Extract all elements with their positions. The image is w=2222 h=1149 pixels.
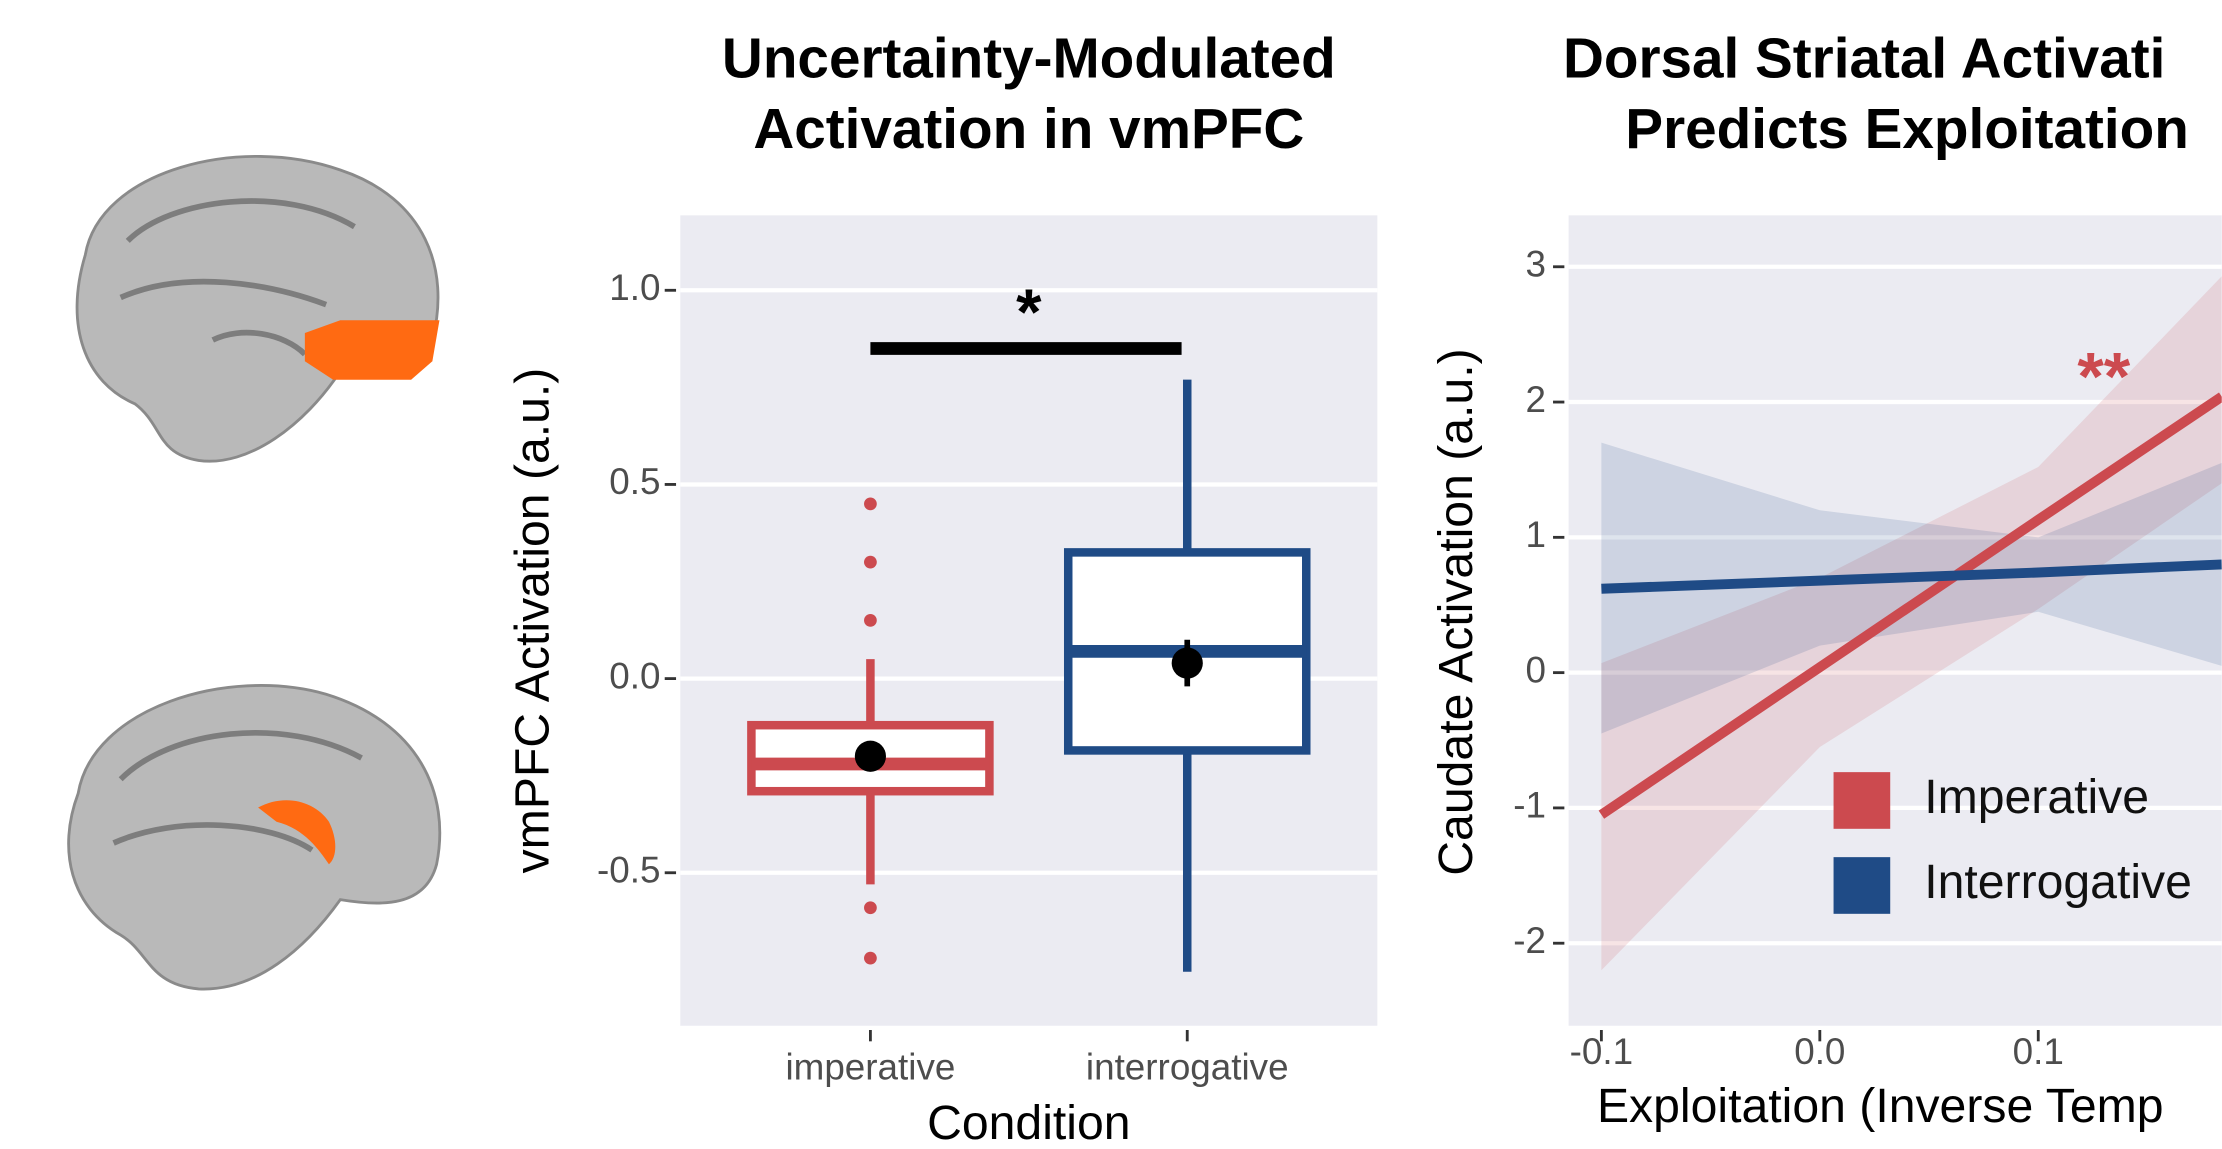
y-tick-label: 0 <box>1525 649 1545 690</box>
y-tick-label: 1.0 <box>609 267 660 308</box>
x-tick-label: imperative <box>785 1046 955 1087</box>
outlier <box>864 556 877 569</box>
y-tick-label: -1 <box>1513 785 1546 826</box>
chart-title: Dorsal Striatal Activati <box>1563 27 2165 90</box>
mean-point <box>855 741 886 772</box>
x-axis-label: Condition <box>927 1096 1130 1149</box>
outlier <box>864 497 877 510</box>
significance-label: * <box>1016 276 1042 349</box>
x-axis-label: Exploitation (Inverse Temp <box>1597 1079 2164 1133</box>
annotation: ** <box>2077 339 2130 415</box>
y-tick-label: -2 <box>1513 920 1546 961</box>
legend-label: Interrogative <box>1924 855 2192 909</box>
page: Uncertainty-Modulated Activation in vmPF… <box>0 0 2222 1149</box>
x-tick-label: 0.0 <box>1794 1031 1845 1072</box>
chart-title: Uncertainty-Modulated <box>722 27 1336 90</box>
mean-point <box>1172 647 1203 678</box>
x-tick-label: interrogative <box>1086 1046 1289 1087</box>
legend-label: Imperative <box>1924 770 2149 824</box>
y-tick-label: -0.5 <box>597 849 660 890</box>
x-tick-label: 0.1 <box>2013 1031 2064 1072</box>
brain-bottom <box>69 685 440 989</box>
legend-swatch <box>1834 772 1891 829</box>
outlier <box>864 952 877 965</box>
y-axis-label: vmPFC Activation (a.u.) <box>506 368 560 874</box>
outlier <box>864 901 877 914</box>
x-tick-label: -0.1 <box>1570 1031 1633 1072</box>
figure: Uncertainty-Modulated Activation in vmPF… <box>0 0 2222 1149</box>
outlier <box>864 614 877 627</box>
chart-title: Predicts Exploitation <box>1625 98 2189 161</box>
legend-swatch <box>1834 857 1891 914</box>
y-tick-label: 0.5 <box>609 461 660 502</box>
chart-title: Activation in vmPFC <box>753 98 1304 161</box>
y-tick-label: 1 <box>1525 514 1545 555</box>
y-tick-label: 0.0 <box>609 655 660 696</box>
y-tick-label: 2 <box>1525 379 1545 420</box>
brain-top <box>77 156 439 461</box>
y-axis-label: Caudate Activation (a.u.) <box>1429 348 1483 875</box>
y-tick-label: 3 <box>1525 243 1545 284</box>
